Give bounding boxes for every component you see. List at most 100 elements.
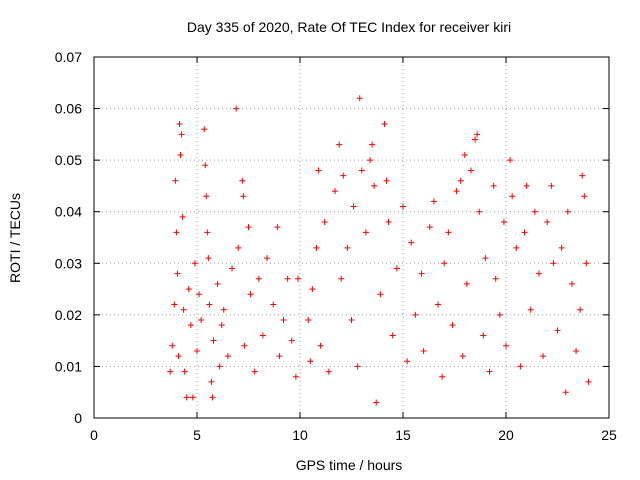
data-point [373, 399, 380, 406]
data-point [288, 337, 295, 344]
data-point [445, 229, 452, 236]
data-point [292, 373, 299, 380]
data-point [183, 394, 190, 401]
data-point [503, 342, 509, 349]
data-point [241, 342, 248, 349]
data-point [568, 280, 575, 287]
data-point [527, 306, 534, 313]
data-point [171, 301, 178, 308]
data-point [294, 275, 301, 282]
data-point [247, 291, 254, 298]
data-point [540, 353, 547, 360]
data-point [270, 301, 277, 308]
data-point [202, 162, 209, 169]
data-point [564, 208, 571, 215]
y-axis-label: ROTI / TECUs [7, 193, 23, 283]
y-tick-label: 0.05 [55, 152, 82, 168]
data-point [175, 353, 182, 360]
data-point [348, 317, 355, 324]
data-point [177, 151, 184, 158]
data-point [577, 306, 584, 313]
y-tick-label: 0 [74, 410, 82, 426]
data-point [581, 193, 588, 200]
data-point [358, 167, 365, 174]
data-point [550, 260, 557, 267]
data-point [259, 332, 266, 339]
data-point [191, 260, 198, 267]
data-point [393, 265, 400, 272]
data-point [203, 193, 210, 200]
y-tick-label: 0.04 [55, 204, 82, 220]
x-tick-label: 20 [498, 427, 514, 443]
data-point [284, 275, 291, 282]
data-point [309, 286, 316, 293]
data-point [354, 363, 361, 370]
data-point [167, 368, 174, 375]
data-point [480, 332, 487, 339]
data-point [194, 347, 200, 354]
x-tick-label: 25 [601, 427, 617, 443]
y-tick-label: 0.06 [55, 101, 82, 117]
data-point [486, 368, 493, 375]
data-point [317, 342, 324, 349]
x-tick-label: 0 [90, 427, 98, 443]
data-point [420, 347, 427, 354]
data-point [523, 182, 530, 189]
data-point [208, 378, 215, 385]
data-point [216, 363, 223, 370]
data-point [579, 172, 586, 179]
plot-border [93, 56, 610, 419]
data-point [264, 255, 271, 262]
data-point [189, 394, 196, 401]
data-point [276, 353, 283, 360]
data-point [449, 322, 456, 329]
data-point [201, 126, 208, 133]
data-point [206, 301, 213, 308]
data-point [205, 255, 212, 262]
data-point [509, 193, 516, 200]
data-point [240, 193, 247, 200]
data-point [554, 327, 561, 334]
data-point [224, 353, 231, 360]
data-point [178, 131, 185, 138]
data-point [496, 311, 503, 318]
data-point [521, 229, 528, 236]
data-point [381, 121, 388, 128]
y-tick-label: 0.03 [55, 255, 82, 271]
data-point [418, 270, 425, 277]
data-point [400, 203, 406, 210]
data-point [173, 229, 180, 236]
data-point [558, 244, 565, 251]
data-point [181, 368, 188, 375]
data-point [459, 353, 466, 360]
data-point [233, 105, 240, 112]
data-point [185, 286, 192, 293]
data-point [513, 244, 520, 251]
data-points [167, 95, 592, 406]
data-point [209, 394, 216, 401]
data-point [548, 182, 555, 189]
axis-ticks: 0 5 10 15 20 25 0 0.01 0.02 0.03 0.04 0.05 0.06 0.07 [55, 49, 617, 443]
data-point [426, 224, 433, 231]
data-point [404, 358, 411, 365]
y-tick-label: 0.01 [55, 358, 82, 374]
data-point [313, 244, 320, 251]
x-tick-label: 15 [395, 427, 411, 443]
data-point [517, 363, 524, 370]
data-point [430, 198, 437, 205]
data-point [531, 208, 538, 215]
data-point [435, 301, 442, 308]
x-tick-label: 10 [292, 427, 308, 443]
data-point [305, 317, 312, 324]
data-point [210, 337, 217, 344]
data-point [385, 219, 392, 226]
data-point [338, 275, 345, 282]
data-point [544, 219, 551, 226]
data-point [187, 322, 194, 329]
x-tick-label: 5 [193, 427, 201, 443]
data-point [562, 389, 569, 396]
data-point [198, 317, 205, 324]
data-point [482, 255, 489, 262]
y-tick-label: 0.02 [55, 307, 82, 323]
